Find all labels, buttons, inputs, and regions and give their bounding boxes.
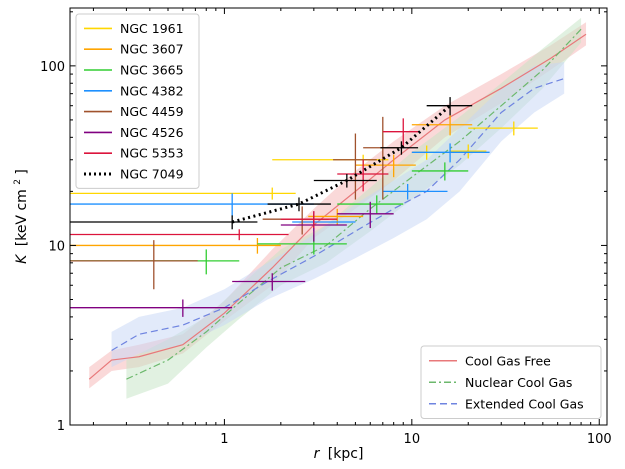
x-tick-label: 10 — [404, 432, 421, 447]
legend-box — [75, 13, 200, 189]
legend-label: Nuclear Cool Gas — [465, 375, 572, 390]
legend-label: NGC 3665 — [120, 63, 184, 78]
band-fill-2 — [111, 62, 565, 368]
series-line — [231, 104, 452, 224]
legend-label: NGC 3607 — [120, 42, 184, 57]
legend-label: NGC 7049 — [120, 167, 184, 182]
x-axis-unit: [kpc] — [328, 446, 364, 462]
x-tick-label: 100 — [587, 432, 612, 447]
legend-label: NGC 5353 — [120, 146, 184, 161]
y-tick-label: 1 — [57, 419, 65, 434]
band-line-2 — [111, 77, 565, 351]
y-axis-unit-suffix: ] — [14, 169, 30, 174]
ticks-layer: 1 10 100 1 10 100 — [40, 8, 612, 447]
legend-label: Cool Gas Free — [465, 353, 551, 368]
series-ngc-3607 — [70, 115, 473, 254]
legend-label: NGC 4382 — [120, 83, 184, 98]
y-tick-label: 100 — [40, 60, 65, 75]
bands-layer — [88, 17, 587, 399]
y-axis-unit-prefix: [keV cm — [14, 189, 30, 246]
x-axis-label: r [kpc] — [314, 446, 364, 462]
band-line-1 — [126, 28, 582, 380]
series-ngc-5353 — [70, 118, 420, 241]
legend-label: NGC 4526 — [120, 125, 184, 140]
series-ngc-7049 — [70, 97, 473, 230]
y-axis-label: K [keV cm 2 ] — [8, 169, 30, 264]
legend-label: NGC 1961 — [120, 21, 184, 36]
legend-label: Extended Cool Gas — [465, 396, 584, 411]
legend-populations: Cool Gas Free Nuclear Cool Gas Extended Co… — [420, 345, 602, 419]
plot-frame — [69, 7, 608, 426]
x-tick-label: 1 — [220, 432, 228, 447]
legend-galaxies: NGC 1961 NGC 3607 NGC 3665 NGC 4382 NGC 4459… — [75, 13, 200, 189]
series-layer — [70, 97, 538, 317]
y-axis-unit-sup: 2 — [13, 179, 23, 185]
legend-box — [420, 345, 602, 419]
y-tick-label: 10 — [48, 239, 65, 254]
y-axis-var: K — [14, 253, 30, 264]
x-axis-var: r — [314, 446, 321, 462]
legend-label: NGC 4459 — [120, 104, 184, 119]
